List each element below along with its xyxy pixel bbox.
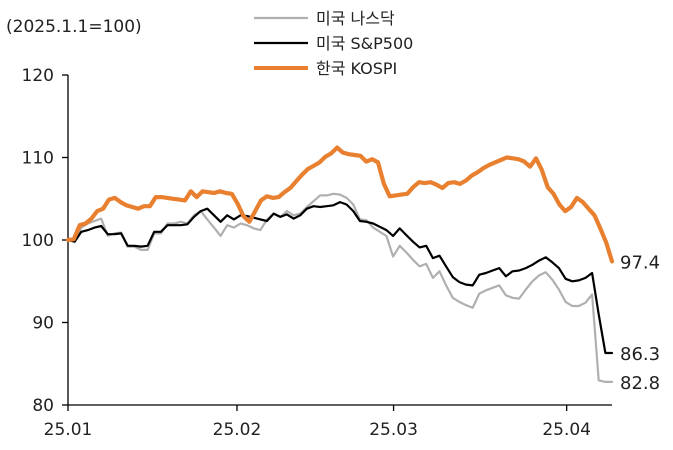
- legend-label-sp500: 미국 S&P500: [316, 34, 413, 53]
- x-tick-label: 25.01: [44, 420, 93, 440]
- x-tick-label: 25.04: [542, 420, 591, 440]
- y-tick-label: 80: [32, 396, 54, 416]
- series-line-nasdaq: [66, 192, 614, 383]
- index-note: (2025.1.1=100): [6, 17, 142, 37]
- x-tick-label: 25.03: [369, 420, 418, 440]
- y-tick-label: 110: [22, 149, 54, 169]
- legend: 미국 나스닥 미국 S&P500 한국 KOSPI: [254, 9, 413, 78]
- series-line-kospi: [65, 145, 615, 264]
- end-labels: 82.8 86.3 97.4: [620, 252, 660, 393]
- legend-label-kospi: 한국 KOSPI: [316, 59, 397, 78]
- series-layer: [65, 145, 615, 383]
- end-label-kospi: 97.4: [620, 252, 660, 273]
- end-label-nasdaq: 82.8: [620, 373, 660, 394]
- y-tick-label: 90: [32, 314, 54, 334]
- x-tick-label: 25.02: [213, 420, 262, 440]
- series-line-sp500: [66, 201, 614, 355]
- legend-label-nasdaq: 미국 나스닥: [316, 9, 395, 28]
- y-tick-label: 100: [22, 231, 54, 251]
- y-tick-label: 120: [22, 66, 54, 86]
- end-label-sp500: 86.3: [620, 344, 660, 365]
- axes: 80 90 100 110 120 25.01 25.02 25.03 25.04: [22, 66, 612, 440]
